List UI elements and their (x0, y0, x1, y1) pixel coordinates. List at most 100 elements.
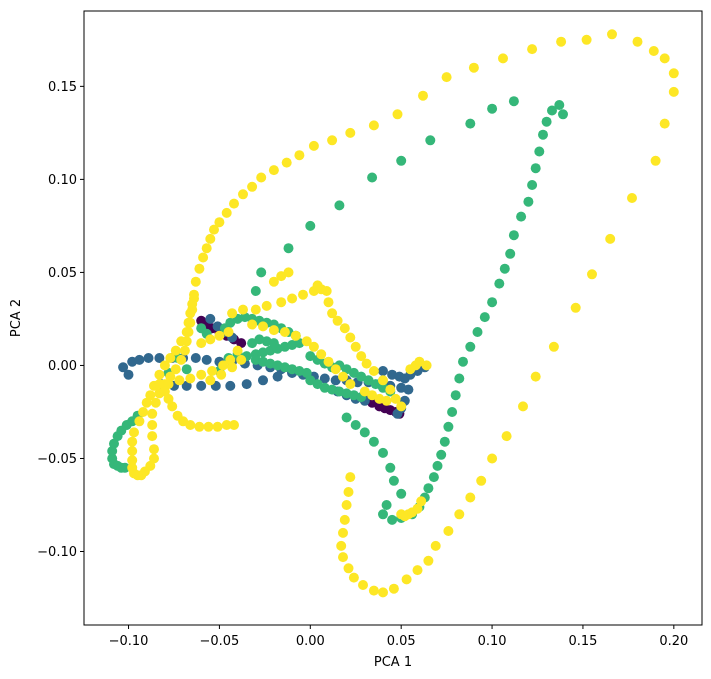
scatter-point (648, 46, 659, 56)
scatter-point (170, 364, 181, 375)
scatter-point (336, 540, 347, 551)
scatter-point (201, 243, 212, 254)
scatter-point (381, 500, 392, 510)
scatter-point (345, 379, 356, 390)
scatter-point (390, 393, 401, 404)
scatter-point (436, 449, 447, 460)
scatter-point (465, 341, 476, 352)
scatter-point (283, 267, 294, 278)
scatter-point (134, 354, 145, 365)
scatter-point (176, 354, 187, 365)
scatter-point (205, 375, 216, 386)
scatter-point (225, 380, 236, 391)
scatter-point (287, 293, 298, 304)
scatter-point (250, 304, 261, 315)
scatter-point (290, 330, 301, 341)
scatter-point (454, 373, 465, 384)
scatter-point (279, 327, 290, 337)
scatter-point (388, 583, 399, 594)
scatter-point (378, 366, 388, 376)
scatter-point (343, 487, 354, 497)
scatter-point (447, 407, 458, 417)
series-3 (127, 29, 679, 598)
scatter-point (516, 211, 527, 222)
series-2 (107, 96, 568, 525)
scatter-point (381, 395, 392, 406)
scatter-point (268, 165, 279, 176)
x-tick-label: −0.05 (199, 634, 239, 649)
scatter-point (163, 393, 174, 404)
scatter-point (465, 118, 476, 129)
scatter-point (650, 155, 661, 166)
x-tick-label: 0.15 (568, 634, 597, 649)
scatter-point (359, 427, 370, 438)
scatter-point (558, 109, 568, 120)
scatter-point (368, 585, 379, 596)
scatter-point (127, 436, 138, 447)
scatter-point (187, 304, 198, 315)
scatter-point (338, 527, 348, 538)
scatter-points (107, 29, 679, 598)
scatter-point (538, 129, 548, 140)
scatter-point (154, 353, 165, 363)
scatter-point (443, 421, 454, 432)
scatter-point (348, 572, 359, 583)
scatter-point (203, 421, 214, 432)
scatter-point (181, 327, 192, 337)
scatter-point (367, 172, 378, 183)
x-tick-label: 0.00 (296, 634, 325, 649)
scatter-point (205, 233, 216, 244)
scatter-point (430, 540, 441, 551)
scatter-point (632, 36, 643, 47)
scatter-point (527, 44, 538, 55)
scatter-point (194, 263, 205, 274)
scatter-point (149, 453, 159, 464)
scatter-point (232, 345, 243, 356)
scatter-point (154, 369, 165, 380)
scatter-point (479, 312, 490, 323)
scatter-point (212, 421, 223, 432)
scatter-point (332, 315, 343, 326)
scatter-point (338, 371, 348, 382)
scatter-point (401, 574, 412, 585)
x-tick-label: 0.05 (387, 634, 416, 649)
y-tick-label: 0.05 (48, 266, 77, 281)
scatter-point (508, 230, 519, 241)
scatter-point (147, 420, 158, 430)
scatter-point (298, 289, 308, 300)
scatter-point (138, 407, 149, 417)
scatter-point (605, 233, 616, 244)
scatter-point (499, 263, 510, 274)
scatter-point (418, 90, 428, 101)
scatter-point (218, 360, 229, 371)
scatter-point (392, 109, 403, 120)
scatter-point (261, 300, 272, 311)
scatter-point (358, 580, 368, 590)
scatter-point (194, 421, 205, 432)
scatter-point (327, 135, 338, 146)
scatter-point (119, 462, 130, 473)
scatter-point (268, 338, 279, 349)
scatter-point (207, 366, 218, 376)
scatter-point (428, 472, 439, 483)
scatter-point (165, 353, 176, 363)
scatter-point (321, 286, 332, 296)
scatter-point (403, 384, 414, 395)
x-tick-label: 0.10 (478, 634, 507, 649)
scatter-point (476, 475, 487, 486)
scatter-point (185, 317, 196, 328)
scatter-point (498, 53, 508, 64)
scatter-point (214, 217, 225, 228)
scatter-point (345, 127, 356, 138)
scatter-point (487, 103, 498, 114)
y-tick-label: −0.05 (37, 452, 77, 467)
scatter-point (163, 379, 174, 390)
scatter-point (214, 330, 225, 341)
scatter-point (385, 462, 396, 473)
scatter-point (494, 278, 505, 289)
scatter-point (229, 198, 239, 209)
scatter-point (541, 116, 552, 127)
scatter-point (368, 436, 379, 447)
scatter-point (221, 420, 232, 430)
scatter-point (668, 68, 679, 79)
